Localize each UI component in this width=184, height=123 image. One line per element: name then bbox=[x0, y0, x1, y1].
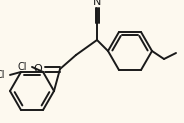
Text: O: O bbox=[34, 64, 42, 74]
Text: Cl: Cl bbox=[17, 62, 27, 72]
Text: N: N bbox=[93, 0, 101, 7]
Text: Cl: Cl bbox=[0, 70, 5, 80]
